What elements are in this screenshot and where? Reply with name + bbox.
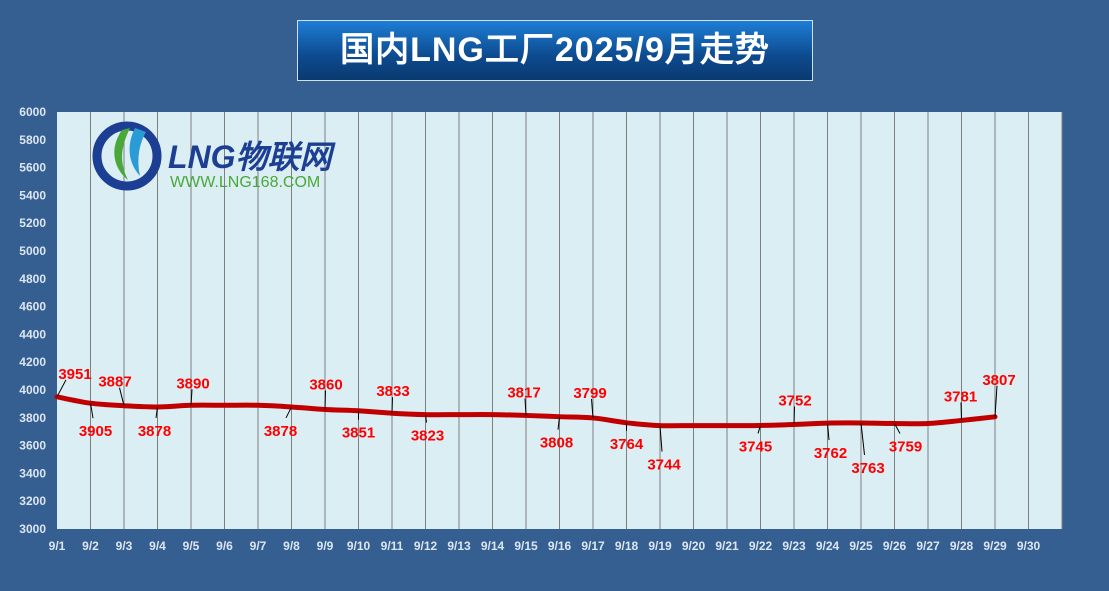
chart-title: 国内LNG工厂2025/9月走势 [297, 20, 813, 81]
y-tick-label: 5800 [19, 133, 46, 147]
x-tick-label: 9/9 [317, 539, 334, 553]
leader-line [557, 416, 560, 430]
x-tick-label: 9/24 [816, 539, 840, 553]
data-label: 3951 [58, 366, 91, 383]
leader-line [56, 379, 67, 398]
leader-line [119, 387, 125, 406]
x-tick-label: 9/30 [1017, 539, 1041, 553]
data-label: 3833 [376, 383, 409, 400]
x-tick-label: 9/22 [749, 539, 773, 553]
y-tick-label: 4400 [19, 327, 46, 341]
data-label: 3744 [647, 457, 681, 474]
data-label: 3890 [176, 375, 209, 392]
x-tick-label: 9/17 [581, 539, 605, 553]
data-label: 3759 [889, 438, 922, 455]
data-label: 3823 [411, 428, 444, 445]
y-tick-label: 3800 [19, 411, 46, 425]
leader-line [324, 390, 326, 410]
x-tick-label: 9/25 [849, 539, 873, 553]
logo-url: WWW.LNG168.COM [170, 174, 320, 191]
data-label: 3781 [944, 388, 977, 405]
x-tick-label: 9/15 [514, 539, 538, 553]
y-tick-label: 4000 [19, 383, 46, 397]
y-tick-label: 5600 [19, 161, 46, 175]
leader-line [425, 414, 427, 423]
x-tick-label: 9/20 [682, 539, 706, 553]
leader-line [827, 423, 830, 441]
y-tick-label: 3600 [19, 439, 46, 453]
y-tick-label: 6000 [19, 105, 46, 119]
leader-line [994, 385, 998, 417]
leader-line [793, 406, 795, 425]
x-tick-label: 9/12 [414, 539, 438, 553]
data-label: 3745 [739, 438, 772, 455]
x-tick-label: 9/27 [916, 539, 940, 553]
data-label: 3878 [138, 423, 171, 440]
data-label: 3887 [98, 374, 131, 391]
x-tick-label: 9/3 [116, 539, 133, 553]
data-label: 3764 [610, 436, 644, 453]
data-label: 3817 [507, 384, 540, 401]
y-tick-label: 3400 [19, 466, 46, 480]
x-tick-label: 9/13 [447, 539, 471, 553]
x-tick-label: 9/23 [782, 539, 806, 553]
data-label: 3905 [79, 423, 112, 440]
data-label: 3860 [309, 376, 342, 393]
x-tick-label: 9/8 [283, 539, 300, 553]
logo-text: LNG物联网 [168, 139, 337, 175]
x-tick-label: 9/29 [983, 539, 1007, 553]
x-tick-label: 9/1 [49, 539, 66, 553]
y-tick-label: 5400 [19, 188, 46, 202]
x-tick-label: 9/5 [183, 539, 200, 553]
x-tick-label: 9/4 [149, 539, 166, 553]
x-tick-label: 9/16 [548, 539, 572, 553]
x-tick-label: 9/10 [347, 539, 371, 553]
data-label: 3752 [778, 392, 811, 409]
x-tick-label: 9/11 [381, 539, 404, 553]
leader-line [391, 397, 393, 414]
data-label: 3878 [264, 423, 297, 440]
leader-line [190, 389, 193, 406]
y-tick-label: 4600 [19, 300, 46, 314]
data-label: 3763 [851, 460, 884, 477]
y-tick-label: 3000 [19, 522, 46, 536]
y-tick-label: 4200 [19, 355, 46, 369]
x-tick-label: 9/6 [216, 539, 233, 553]
x-tick-label: 9/21 [715, 539, 739, 553]
data-label: 3808 [540, 435, 573, 452]
x-tick-label: 9/19 [648, 539, 672, 553]
y-tick-label: 5200 [19, 216, 46, 230]
leader-line [960, 402, 962, 421]
y-tick-label: 5000 [19, 244, 46, 258]
leader-line [155, 406, 158, 419]
leader-line [860, 422, 865, 455]
data-label: 3851 [342, 425, 375, 442]
y-tick-label: 4800 [19, 272, 46, 286]
x-tick-label: 9/7 [250, 539, 267, 553]
x-tick-label: 9/2 [82, 539, 99, 553]
leader-line [659, 425, 663, 452]
x-tick-label: 9/28 [950, 539, 974, 553]
y-tick-label: 3200 [19, 494, 46, 508]
x-tick-label: 9/14 [481, 539, 505, 553]
leader-line [894, 423, 901, 434]
data-label: 3807 [982, 372, 1015, 389]
data-label: 3762 [814, 445, 847, 462]
leader-line [591, 398, 594, 418]
x-tick-label: 9/26 [883, 539, 907, 553]
x-tick-label: 9/18 [615, 539, 639, 553]
leader-line [285, 406, 292, 419]
leader-line [757, 425, 761, 434]
data-label: 3799 [573, 385, 606, 402]
leader-line [90, 403, 94, 419]
leader-line [524, 398, 527, 416]
